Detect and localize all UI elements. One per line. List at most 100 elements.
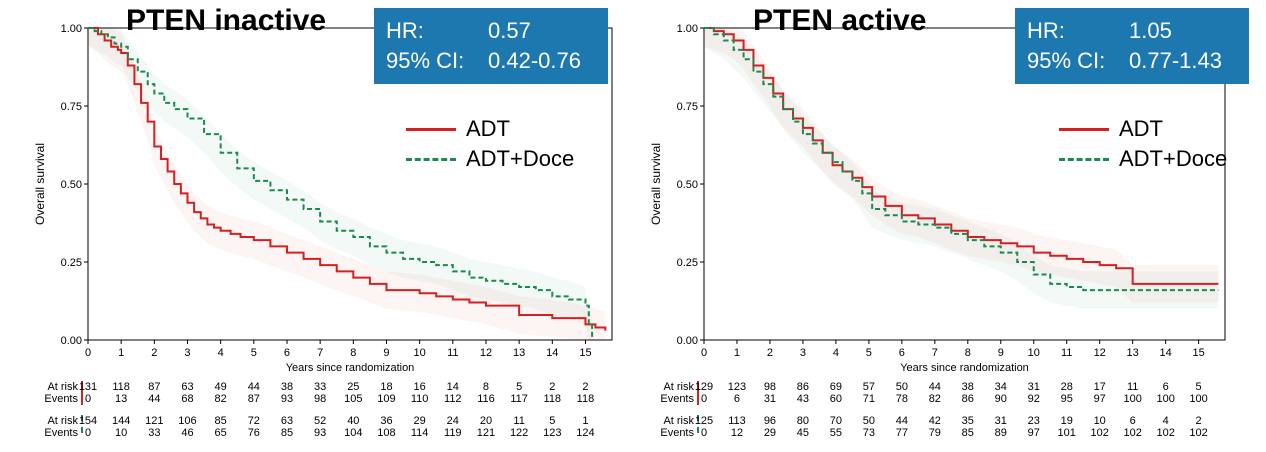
risk-value: 104: [344, 427, 363, 439]
risk-group-marker: [81, 393, 83, 405]
risk-value: 18: [380, 381, 393, 393]
y-tick-label: 1.00: [61, 23, 82, 35]
risk-value: 0: [700, 393, 708, 405]
risk-value: 79: [928, 427, 941, 439]
y-axis-label: Overall survival: [649, 143, 663, 225]
risk-value: 0: [84, 393, 92, 405]
risk-group-marker: [81, 381, 83, 393]
x-tick-label: 15: [579, 347, 591, 359]
risk-table: At risk 129 123 98 86 69 57 50 44 38 34 31 28 17 11 6 5 E…: [633, 381, 1266, 441]
y-tick-label: 0.00: [677, 335, 698, 347]
risk-value: 5: [516, 381, 523, 393]
risk-value: 106: [178, 415, 197, 427]
hr-value: 1.05: [1129, 18, 1172, 43]
risk-value: 122: [509, 427, 529, 439]
x-tick-label: 1: [118, 347, 124, 359]
risk-value: 112: [444, 393, 462, 405]
ci-label: 95% CI:: [386, 48, 465, 73]
risk-value: 118: [576, 393, 595, 405]
risk-value: 97: [1093, 393, 1106, 405]
risk-value: 6: [1129, 415, 1136, 427]
x-tick-label: 7: [932, 347, 938, 359]
risk-value: 118: [112, 381, 130, 393]
x-tick-label: 8: [350, 347, 356, 359]
risk-value: 85: [961, 427, 974, 439]
y-tick-label: 1.00: [677, 23, 698, 35]
risk-value: 36: [380, 415, 393, 427]
risk-value: 38: [961, 381, 974, 393]
risk-value: 14: [446, 381, 459, 393]
x-tick-label: 4: [218, 347, 224, 359]
survival-curve-adt-doce: [88, 27, 594, 337]
risk-value: 2: [582, 381, 589, 393]
ci-label: 95% CI:: [1027, 48, 1106, 73]
risk-row-adt-at-risk-label: At risk: [47, 381, 78, 393]
y-tick-label: 0.75: [677, 101, 698, 113]
risk-value: 2: [549, 381, 556, 393]
risk-row-doce-at-risk-label: At risk: [663, 415, 694, 427]
risk-value: 33: [148, 427, 161, 439]
hr-value: 0.57: [488, 18, 531, 43]
risk-value: 17: [1093, 381, 1106, 393]
survival-curve-adt: [88, 27, 607, 331]
risk-value: 23: [1027, 415, 1040, 427]
risk-value: 86: [961, 393, 974, 405]
risk-value: 129: [694, 381, 714, 393]
risk-value: 86: [796, 381, 810, 393]
risk-value: 68: [181, 393, 194, 405]
risk-value: 121: [476, 427, 496, 439]
risk-table: At risk 131 118 87 63 49 44 38 33 25 18 16 14 8 5 2 2 Eve…: [0, 381, 633, 441]
x-tick-label: 11: [1061, 347, 1072, 359]
risk-value: 5: [1195, 381, 1202, 393]
risk-row-doce-events-label: Events: [660, 427, 694, 439]
risk-row-adt-events-label: Events: [44, 393, 78, 405]
km-plot-pten-inactive: 0.000.250.500.751.000 1 2 3 4 5 6 7 8 9 10 11 12 13 14…: [33, 23, 613, 374]
risk-value: 0: [84, 427, 92, 439]
risk-value: 20: [479, 415, 493, 427]
risk-value: 50: [895, 381, 908, 393]
risk-value: 46: [181, 427, 194, 439]
hr-label: HR:: [386, 18, 424, 43]
legend-swatch-doce: [1059, 157, 1109, 161]
x-tick-label: 12: [1094, 347, 1106, 359]
hr-label: HR:: [1027, 18, 1065, 43]
legend-label-adt: ADT: [466, 116, 510, 141]
risk-value: 33: [314, 381, 327, 393]
risk-value: 40: [347, 415, 360, 427]
risk-value: 65: [214, 427, 227, 439]
risk-value: 87: [247, 393, 260, 405]
risk-value: 8: [482, 381, 490, 393]
risk-value: 82: [214, 393, 227, 405]
y-tick-label: 0.50: [61, 179, 82, 191]
risk-value: 78: [895, 393, 908, 405]
ci-value: 0.77-1.43: [1129, 48, 1222, 73]
y-tick-label: 0.00: [61, 335, 82, 347]
risk-value: 118: [543, 393, 562, 405]
risk-value: 29: [763, 427, 777, 439]
risk-value: 63: [181, 381, 194, 393]
x-tick-label: 3: [184, 347, 190, 359]
x-tick-label: 12: [480, 347, 492, 359]
risk-value: 77: [895, 427, 908, 439]
chart-panel-pten-inactive: 0.00 0.25 0.50 0.75 1.00 0 1 2 3 4 5 6 7 8 9 10 11 12 13 14…: [0, 4, 633, 441]
risk-value: 52: [314, 415, 327, 427]
risk-value: 98: [314, 393, 327, 405]
risk-value: 2: [1195, 415, 1202, 427]
risk-value: 97: [1027, 427, 1040, 439]
x-tick-label: 8: [965, 347, 971, 359]
risk-value: 114: [410, 427, 429, 439]
x-tick-label: 3: [800, 347, 806, 359]
risk-value: 119: [444, 427, 462, 439]
risk-value: 108: [377, 427, 396, 439]
risk-value: 60: [829, 393, 843, 405]
x-tick-label: 4: [833, 347, 839, 359]
risk-value: 102: [1189, 427, 1208, 439]
y-tick-label: 0.25: [677, 257, 698, 269]
x-tick-label: 14: [546, 347, 558, 359]
risk-value: 28: [1060, 381, 1073, 393]
risk-value: 24: [446, 415, 459, 427]
risk-value: 154: [78, 415, 98, 427]
risk-value: 55: [829, 427, 843, 439]
risk-value: 11: [513, 415, 525, 427]
risk-value: 113: [728, 415, 746, 427]
